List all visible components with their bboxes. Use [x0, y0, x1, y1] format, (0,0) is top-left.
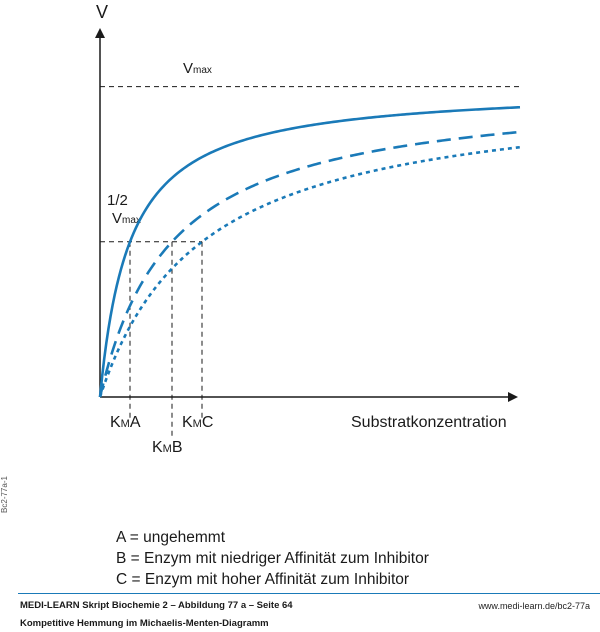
side-code: Bc2-77a-1: [0, 476, 9, 513]
footer-source: MEDI-LEARN Skript Biochemie 2 – Abbildun…: [20, 600, 293, 611]
legend: A = ungehemmt B = Enzym mit niedriger Af…: [116, 527, 429, 590]
footer-subtitle: Kompetitive Hemmung im Michaelis-Menten-…: [20, 618, 269, 629]
legend-item-a: A = ungehemmt: [116, 529, 225, 546]
vmax-label: Vmax: [183, 60, 212, 77]
y-axis-label: V: [96, 2, 108, 22]
vmax-label-sub: max: [193, 65, 212, 76]
km-label-a: KMA: [110, 414, 141, 431]
curve-b: [98, 130, 521, 398]
footer-url: www.medi-learn.de/bc2-77a: [478, 601, 590, 611]
legend-item-b: B = Enzym mit niedriger Affinität zum In…: [116, 550, 429, 567]
half-vmax-fraction: 1/2: [107, 192, 128, 209]
footer-rule: [18, 593, 600, 594]
curves-group: [98, 105, 521, 398]
km-labels-group: KMA KMB KMC: [110, 414, 213, 456]
half-vmax-label-sub: max: [122, 215, 141, 226]
km-label-b: KMB: [152, 439, 183, 456]
x-axis-label: Substratkonzentration: [351, 414, 507, 431]
half-vmax-label: Vmax: [112, 210, 141, 227]
curve-a: [98, 105, 521, 398]
curve-c: [98, 145, 521, 398]
michaelis-menten-chart: V Substratkonzentration Vmax 1/2 Vmax KM…: [95, 2, 521, 456]
km-label-c: KMC: [182, 414, 213, 431]
legend-item-c: C = Enzym mit hoher Affinität zum Inhibi…: [116, 571, 410, 588]
half-vmax-guides: [100, 241, 203, 439]
